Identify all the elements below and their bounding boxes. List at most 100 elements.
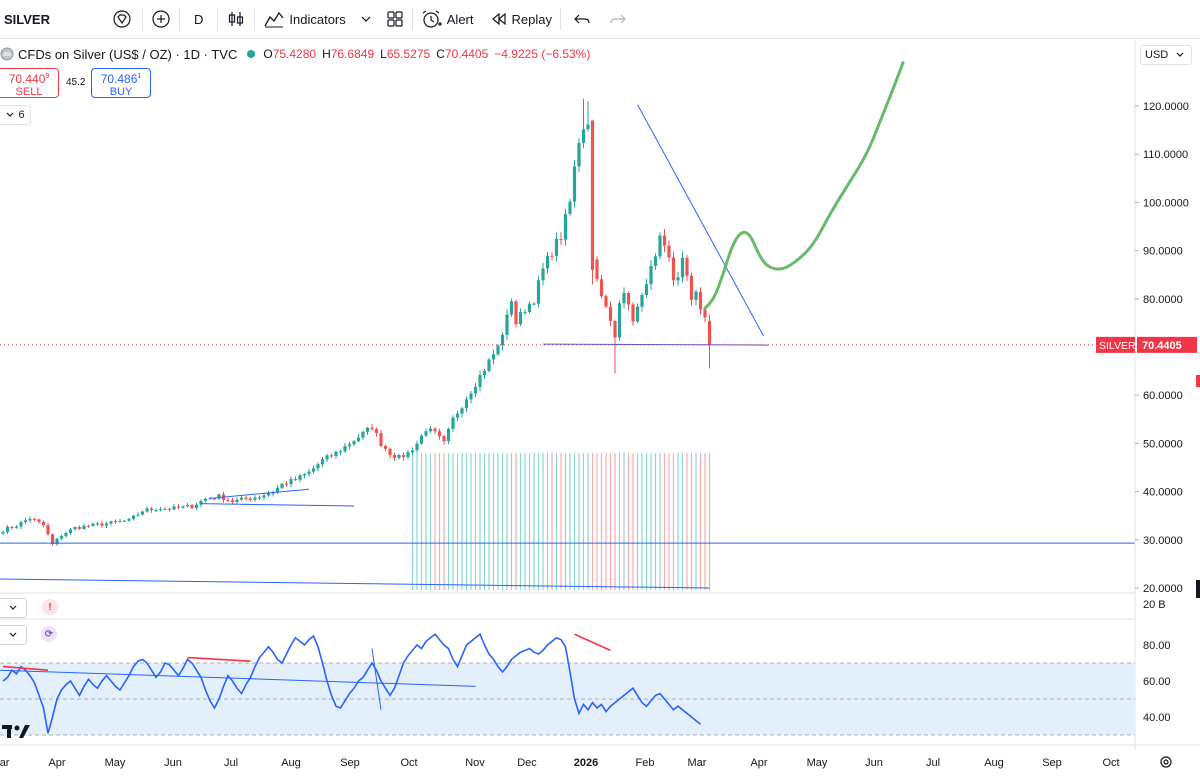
candle-body — [248, 498, 253, 500]
low-value: 65.5275 — [386, 47, 431, 61]
price-tick-label: 20.0000 — [1143, 583, 1183, 595]
symbol-search[interactable]: SILVER — [0, 5, 104, 33]
volume-bar — [650, 453, 652, 590]
candle-body — [203, 498, 208, 501]
buy-price: 70.486 — [100, 72, 138, 86]
time-axis[interactable]: Mar Apr May Jun Jul Aug Sep Oct Nov Dec 2026 Feb Mar… — [0, 375, 1200, 769]
indicators-icon — [264, 11, 284, 28]
candle-body — [680, 257, 685, 278]
indicators-button[interactable]: Indicators — [255, 0, 353, 38]
volume-bar — [632, 453, 634, 590]
candle-body — [559, 238, 563, 240]
layouts-button[interactable] — [378, 0, 412, 38]
buy-button[interactable]: 70.4861 BUY — [91, 68, 151, 98]
candle-body — [82, 525, 86, 529]
volume-bar — [497, 453, 499, 590]
candle-body — [500, 334, 505, 346]
edge-marker — [1196, 375, 1200, 387]
currency-selector[interactable]: USD — [1140, 45, 1192, 65]
candle-body — [392, 455, 397, 458]
rsi-tick-label: 80.00 — [1143, 640, 1171, 652]
candle-body — [59, 535, 64, 539]
downtrend-line — [637, 104, 764, 337]
candle-body — [298, 475, 302, 480]
redo-button[interactable] — [603, 0, 633, 38]
time-tick-label: Jun — [164, 757, 182, 769]
symbol-tag-label: SILVER — [1099, 340, 1136, 352]
chart-type-button[interactable] — [218, 0, 254, 38]
indicators-collapse-button[interactable]: 6 — [0, 105, 31, 125]
volume-bar — [434, 453, 436, 590]
candle-body — [397, 455, 401, 458]
last-price-tag — [1137, 336, 1197, 353]
volume-bar — [708, 453, 711, 590]
volume-bar — [555, 453, 558, 590]
candle-body — [163, 508, 167, 510]
sell-price: 70.440 — [8, 72, 46, 86]
volume-bar — [569, 453, 571, 590]
volume-bar — [456, 453, 459, 590]
candle-body — [662, 235, 667, 246]
last-price-marker: SILVER 70.4405 — [1096, 336, 1197, 353]
candle-body — [194, 504, 199, 509]
candle-body — [464, 399, 469, 409]
interval-button[interactable]: D — [180, 0, 217, 38]
indicators-dropdown[interactable] — [354, 0, 378, 38]
refresh-icon[interactable]: ⟳ — [41, 626, 57, 642]
candle-body — [707, 320, 712, 345]
price-tick-label: 30.0000 — [1143, 535, 1183, 547]
candle-body — [226, 500, 230, 502]
candle-body — [113, 521, 118, 523]
price-tick-label: 110.0000 — [1143, 149, 1188, 161]
rsi-pane-toggle[interactable] — [0, 625, 27, 645]
close-value: 70.4405 — [444, 47, 489, 61]
candle-body — [626, 293, 631, 305]
volume-bar — [443, 453, 445, 590]
volume-bar — [623, 453, 625, 590]
candle-body — [383, 445, 388, 449]
candle-body — [685, 257, 689, 276]
compare-button[interactable] — [143, 0, 179, 38]
last-price-label: 70.4405 — [1142, 340, 1182, 352]
candle-body — [374, 429, 379, 433]
error-icon[interactable]: ! — [42, 599, 58, 615]
rsi-divergence-line — [2, 665, 49, 671]
replay-button[interactable]: Replay — [482, 0, 560, 38]
candle-body — [424, 431, 428, 436]
symbol-info-button[interactable] — [104, 0, 142, 38]
volume-bar — [614, 453, 616, 590]
spread-value: 45.2 — [66, 77, 86, 88]
candle-body — [572, 166, 577, 202]
volume-bar — [645, 453, 648, 590]
candle-body — [676, 277, 680, 281]
time-tick-label: Mar — [688, 757, 707, 769]
volume-bar — [605, 453, 607, 590]
volume-bar — [695, 453, 697, 590]
candle-body — [370, 427, 374, 430]
time-tick-label: Jul — [926, 757, 940, 769]
volume-bar — [528, 453, 531, 590]
logo-stem — [7, 725, 11, 738]
volume-pane-toggle[interactable] — [0, 598, 27, 618]
sell-button[interactable]: 70.4409 SELL — [0, 68, 59, 98]
candle-body — [622, 293, 626, 304]
undo-button[interactable] — [561, 0, 603, 38]
candle-body — [266, 493, 271, 496]
candle-body — [338, 451, 343, 453]
candle-body — [212, 498, 217, 500]
logo-slash — [19, 725, 30, 738]
time-tick-label: Sep — [340, 757, 360, 769]
candle-body — [671, 257, 676, 281]
candle-body — [509, 301, 514, 315]
alert-button[interactable]: Alert — [413, 0, 482, 38]
candle-body — [644, 284, 649, 296]
candle-body — [244, 497, 248, 499]
open-value: 75.4280 — [272, 47, 317, 61]
channel-lower-line — [200, 503, 355, 507]
candle-body — [280, 483, 284, 488]
candle-body — [446, 428, 451, 442]
candle-body — [181, 506, 185, 508]
volume-bar — [573, 453, 576, 590]
price-axis[interactable]: 120.0000 110.0000 100.0000 90.0000 80.0000 70… — [1134, 40, 1200, 750]
